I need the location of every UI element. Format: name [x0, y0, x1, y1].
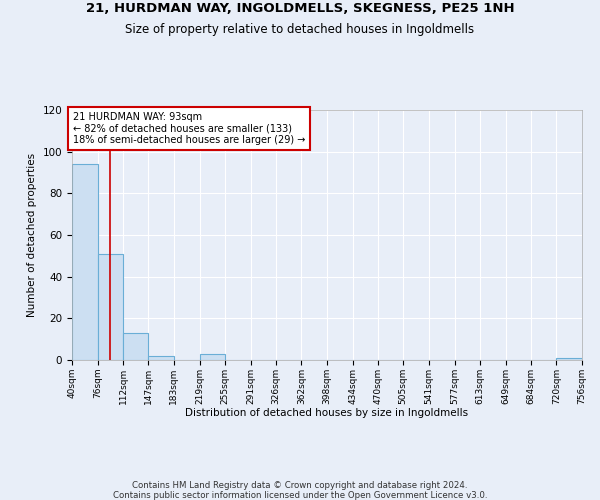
Text: Size of property relative to detached houses in Ingoldmells: Size of property relative to detached ho… — [125, 22, 475, 36]
Bar — [72, 164, 98, 360]
Bar — [148, 356, 174, 360]
Text: Distribution of detached houses by size in Ingoldmells: Distribution of detached houses by size … — [185, 408, 469, 418]
Bar — [199, 354, 225, 360]
Text: 21, HURDMAN WAY, INGOLDMELLS, SKEGNESS, PE25 1NH: 21, HURDMAN WAY, INGOLDMELLS, SKEGNESS, … — [86, 2, 514, 16]
Bar — [556, 358, 582, 360]
Text: Contains HM Land Registry data © Crown copyright and database right 2024.
Contai: Contains HM Land Registry data © Crown c… — [113, 481, 487, 500]
Text: 21 HURDMAN WAY: 93sqm
← 82% of detached houses are smaller (133)
18% of semi-det: 21 HURDMAN WAY: 93sqm ← 82% of detached … — [73, 112, 305, 146]
Bar — [98, 254, 123, 360]
Bar — [123, 333, 148, 360]
Y-axis label: Number of detached properties: Number of detached properties — [27, 153, 37, 317]
